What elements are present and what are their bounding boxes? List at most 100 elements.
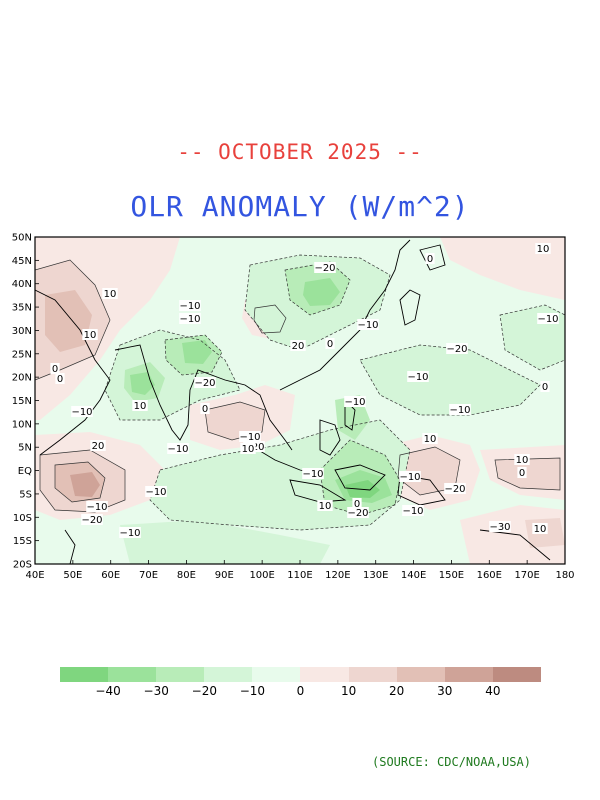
lat-tick-label: 25N <box>12 349 32 360</box>
contour-label-bg <box>449 404 471 415</box>
contour-label: 10 <box>424 434 437 445</box>
colorbar <box>60 667 541 682</box>
contour-label: 10 <box>516 455 529 466</box>
lat-tick-label: 20S <box>13 560 32 571</box>
negative-30-china <box>303 278 340 306</box>
contour-label: −20 <box>314 263 335 274</box>
lon-tick-label: 90E <box>215 570 234 581</box>
contour-label: 10 <box>319 501 332 512</box>
contour-label-bg <box>179 313 201 324</box>
contour-label: −10 <box>86 502 107 513</box>
colorbar-swatch <box>348 667 397 682</box>
contour-label: 0 <box>327 339 333 350</box>
lat-tick-label: EQ <box>18 466 32 477</box>
lat-tick-label: 45N <box>12 256 32 267</box>
lon-tick-label: 170E <box>514 570 539 581</box>
contour-label-bg <box>325 338 335 349</box>
contour-label-bg <box>489 521 511 532</box>
contour-label: −20 <box>444 484 465 495</box>
contour-label-bg <box>290 340 306 351</box>
lat-tick-label: 10S <box>13 513 32 524</box>
contour-label: −20 <box>347 508 368 519</box>
contour-label: 10 <box>537 244 550 255</box>
latitude-axis: 50N 45N 40N 35N 30N 25N 20N 15N 10N 5N EQ 5S 10S 15S 2… <box>12 233 39 571</box>
colorbar-label: −20 <box>191 684 217 698</box>
contour-label-bg <box>145 486 167 497</box>
contour-label-bg <box>402 505 424 516</box>
lon-tick-label: 160E <box>477 570 502 581</box>
lon-tick-label: 140E <box>401 570 426 581</box>
contour-label-bg <box>535 243 551 254</box>
contour-label: −10 <box>399 472 420 483</box>
contour-label-bg <box>55 373 65 384</box>
contour-label-bg <box>314 262 336 273</box>
contour-labels: 100−2010−10−10−10−102010−200−20−10010−10… <box>50 243 559 539</box>
contour-label-bg <box>200 403 210 414</box>
positive-30-arabian-sea <box>70 472 100 497</box>
colorbar-label: 10 <box>340 684 357 698</box>
contour-label: 20 <box>292 341 305 352</box>
negative-anomaly-indian-ocean <box>120 520 330 564</box>
contour-label-bg <box>540 381 550 392</box>
contour-label: −10 <box>357 320 378 331</box>
contour-label-bg <box>532 523 548 534</box>
colorbar-label: 40 <box>485 684 501 698</box>
positive-20-west <box>45 290 92 352</box>
contour-label-bg <box>537 313 559 324</box>
lat-tick-label: 5S <box>19 489 32 500</box>
contour-label: 10 <box>104 289 117 300</box>
contour-label-bg <box>102 288 118 299</box>
contour-label: 20 <box>92 441 105 452</box>
contour-label-bg <box>167 443 189 454</box>
lon-tick-label: 130E <box>363 570 388 581</box>
lat-tick-label: 15S <box>13 536 32 547</box>
contour-label-bg <box>446 343 468 354</box>
lon-tick-label: 150E <box>439 570 464 581</box>
lon-tick-label: 40E <box>25 570 44 581</box>
contour-label: −10 <box>449 405 470 416</box>
contour-label: −10 <box>407 372 428 383</box>
colorbar-label: 20 <box>389 684 405 698</box>
colorbar-swatch <box>156 667 205 682</box>
colorbar-swatch <box>204 667 253 682</box>
colorbar-swatch <box>108 667 157 682</box>
olr-anomaly-map: 50N 45N 40N 35N 30N 25N 20N 15N 10N 5N EQ 5S 10S 15S 2… <box>12 233 575 582</box>
contour-label: 0 <box>427 254 433 265</box>
negative-contours <box>104 254 565 531</box>
positive-10-bay-of-bengal <box>205 402 265 440</box>
contour-label: −10 <box>119 528 140 539</box>
contour-label: 0 <box>354 499 360 510</box>
contour-label: −10 <box>179 301 200 312</box>
source-note: (SOURCE: CDC/NOAA,USA) <box>372 755 531 769</box>
lon-tick-label: 180 <box>555 570 574 581</box>
lon-tick-label: 110E <box>287 570 312 581</box>
contour-label-bg <box>407 371 429 382</box>
contour-label-bg <box>317 500 333 511</box>
lat-tick-label: 15N <box>12 396 32 407</box>
contour-label: −10 <box>302 469 323 480</box>
contour-label-bg <box>444 483 466 494</box>
contour-label: −30 <box>489 522 510 533</box>
contour-label-bg <box>357 319 379 330</box>
contour-label: 10 <box>242 444 255 455</box>
contour-label: 10 <box>84 330 97 341</box>
contour-label-bg <box>514 454 530 465</box>
lat-tick-label: 5N <box>18 443 32 454</box>
contour-label: −10 <box>179 314 200 325</box>
contour-label: −10 <box>71 407 92 418</box>
contour-label-bg <box>399 471 421 482</box>
colorbar-label: −10 <box>239 684 266 698</box>
colorbar-swatch <box>396 667 445 682</box>
lon-tick-label: 100E <box>249 570 274 581</box>
colorbar-label: −40 <box>95 684 121 698</box>
lon-tick-label: 70E <box>139 570 158 581</box>
negative-30-bengal <box>182 340 212 364</box>
contour-label: −10 <box>537 314 558 325</box>
lat-tick-label: 20N <box>12 373 32 384</box>
contour-label-bg <box>239 431 261 442</box>
contour-label-bg <box>50 363 60 374</box>
contour-label: 10 <box>134 401 147 412</box>
period-title: -- OCTOBER 2025 -- <box>177 140 423 164</box>
lat-tick-label: 40N <box>12 279 32 290</box>
contour-label: −20 <box>194 378 215 389</box>
